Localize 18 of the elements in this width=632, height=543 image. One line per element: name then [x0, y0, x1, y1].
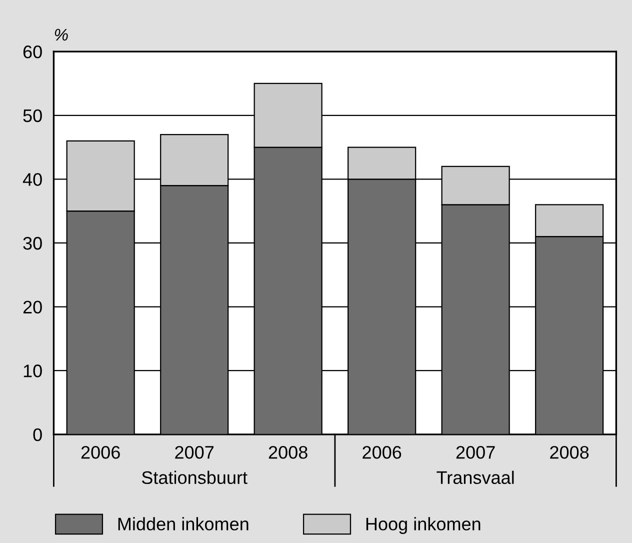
x-tick-label: 2006	[362, 446, 402, 459]
text: Stationsbuurt	[142, 470, 248, 484]
x-tick-label: 2006	[81, 446, 120, 459]
y-tick-label: 30	[23, 236, 42, 250]
x-tick-label: 2008	[268, 446, 308, 459]
y-tick-label: 50	[23, 109, 42, 122]
x-tick-label: 2008	[550, 446, 589, 459]
y-tick-label: 20	[23, 300, 42, 314]
text: Transvaal	[436, 470, 514, 484]
y-tick-label: 40	[22, 173, 42, 186]
legend-label: Hoog inkomen	[366, 517, 480, 534]
y-tick-label: 0	[33, 428, 42, 442]
y-axis-title: %	[54, 28, 68, 41]
x-tick-label: 2007	[456, 446, 495, 459]
y-tick-label: 60	[23, 46, 42, 58]
y-tick-label: 10	[24, 364, 42, 378]
x-tick-label: 2007	[175, 446, 214, 459]
legend-label: Midden inkomen	[118, 517, 248, 530]
